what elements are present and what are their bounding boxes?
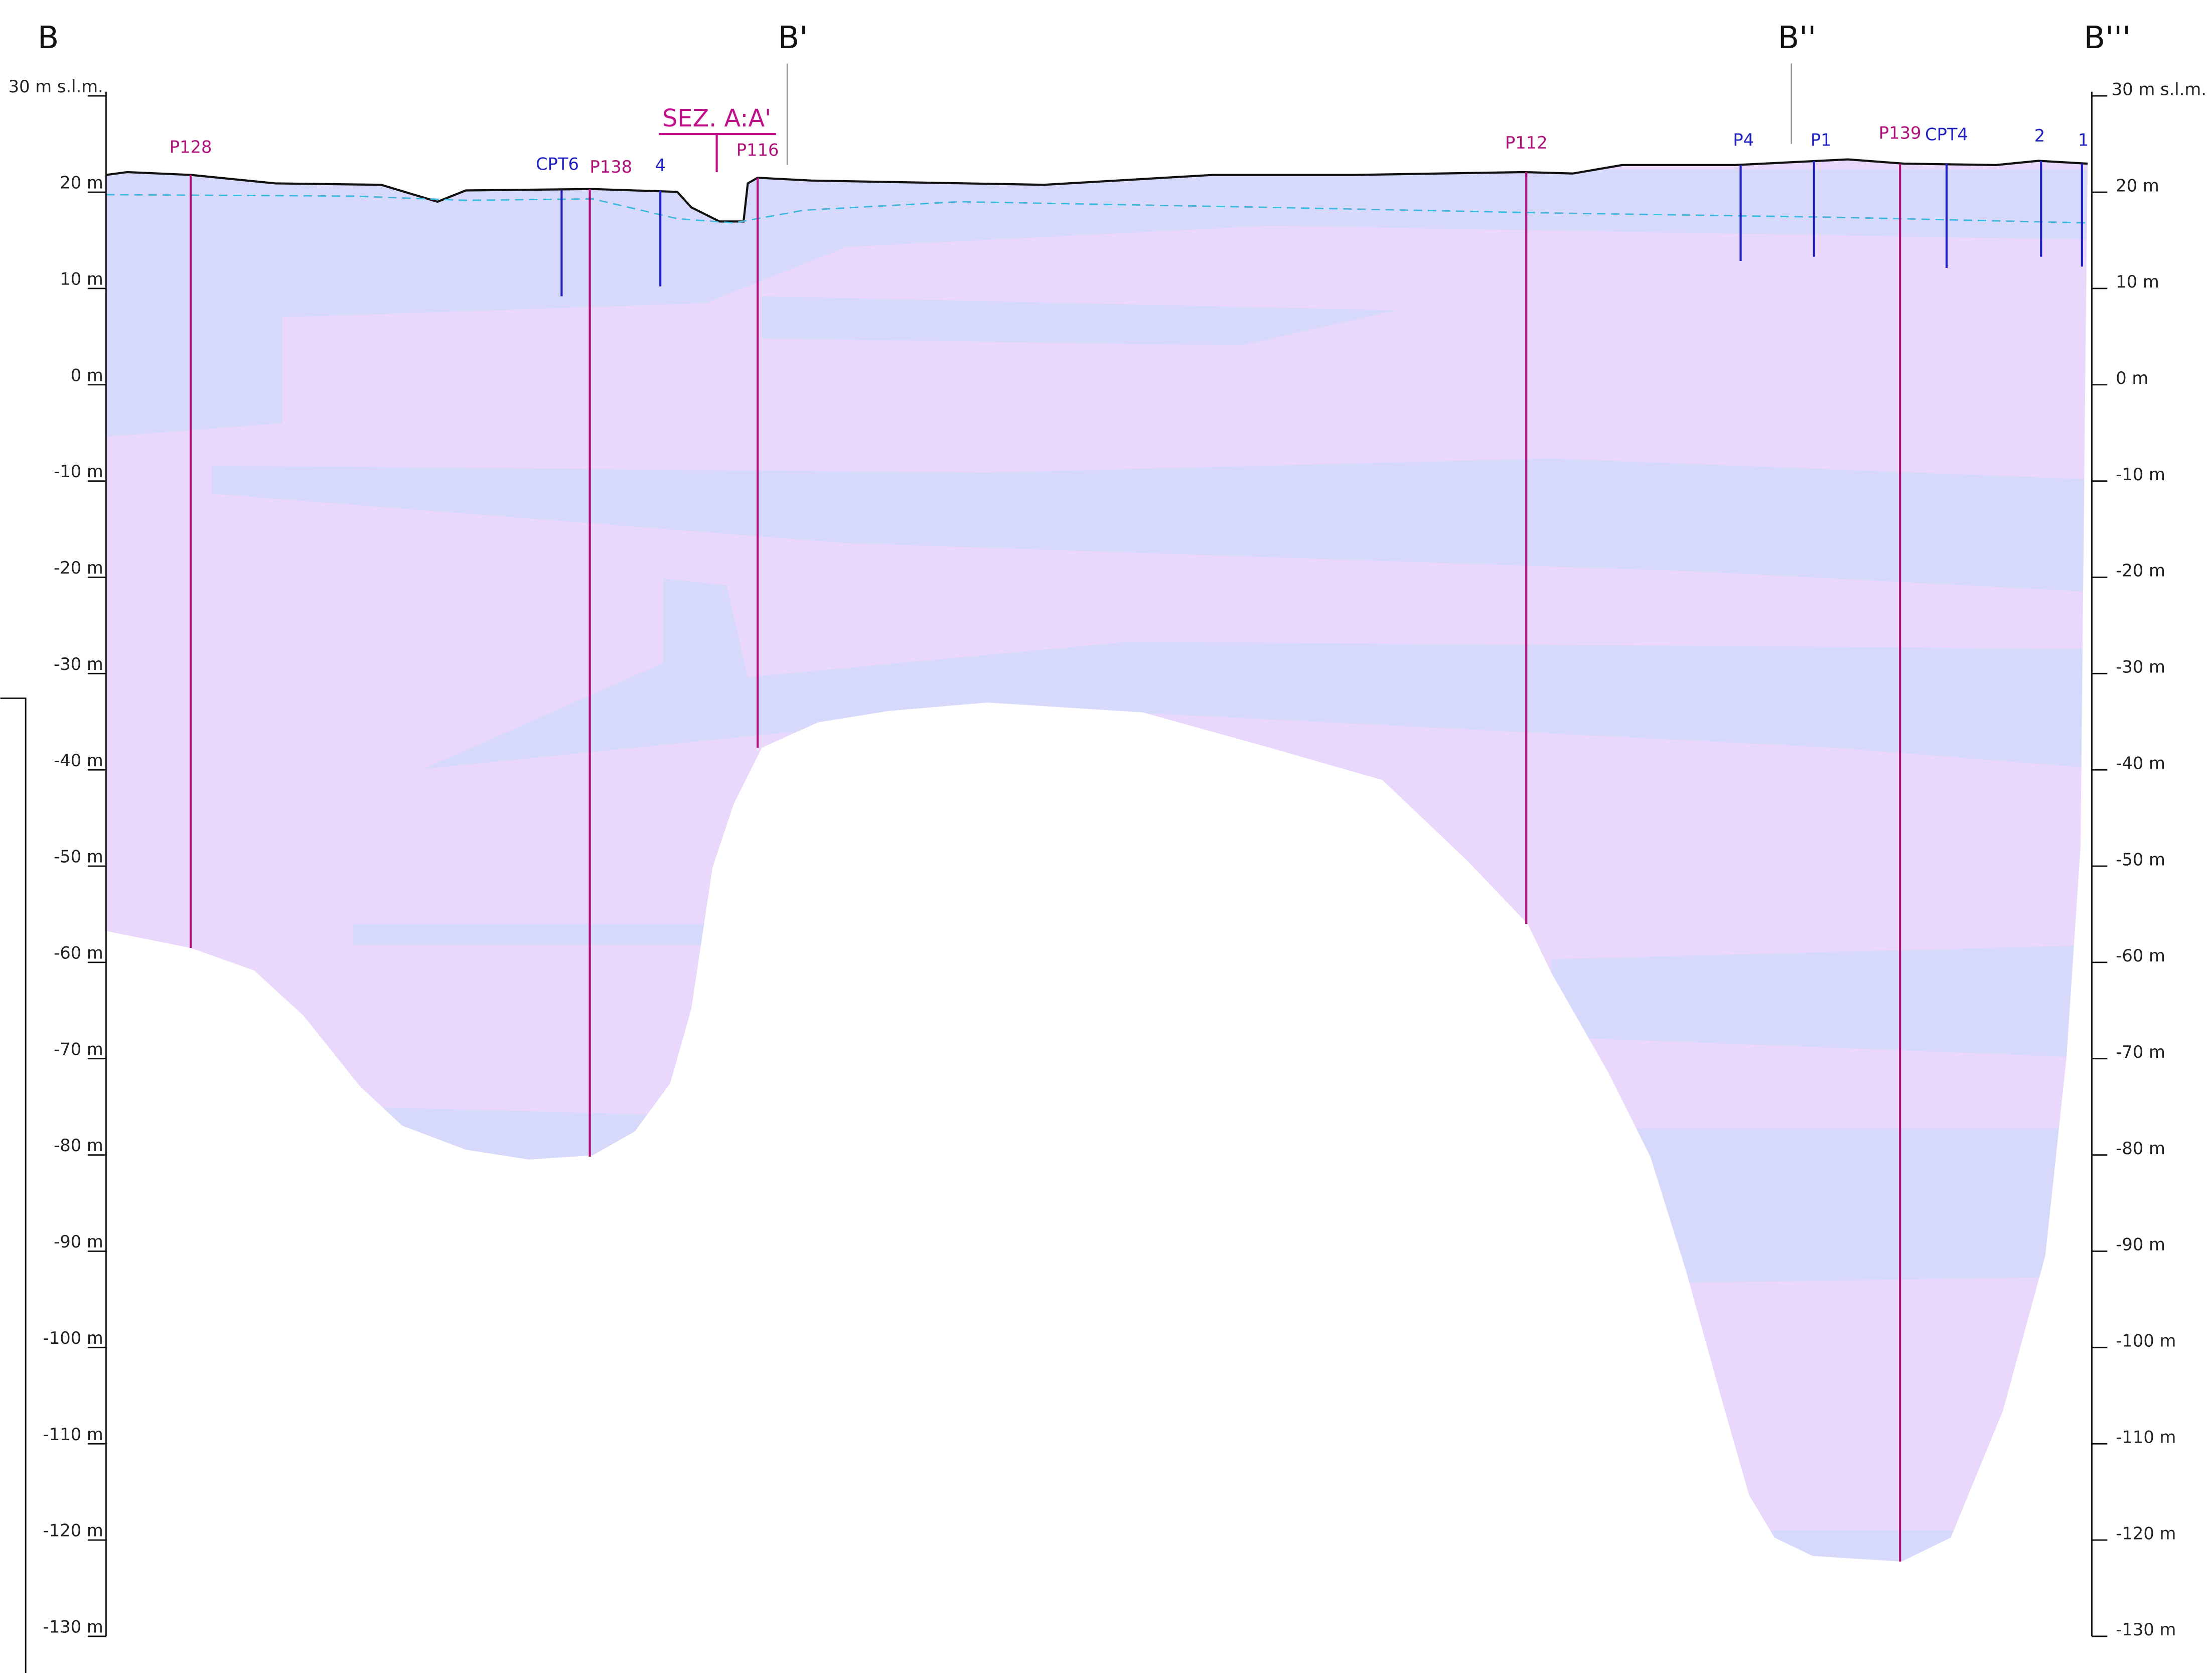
axis-label: -10 m [2116,465,2165,484]
borehole-label: P138 [589,157,632,177]
section-label: B''' [2084,20,2131,56]
axis-label: -50 m [54,847,103,867]
borehole-label: P112 [1505,133,1548,153]
sand-layer [212,458,2088,593]
axis-label: 20 m [60,173,103,193]
borehole-label: P128 [170,137,212,157]
borehole-label: P1 [1811,130,1832,150]
axis-label: -90 m [54,1232,103,1251]
axis-label: 10 m [60,269,103,289]
ground-surface [106,158,2088,223]
sand-layer [762,296,1397,346]
section-label: B [38,20,59,56]
axis-label: -60 m [2116,946,2165,965]
axis-label: -10 m [54,462,103,481]
sand-layer [381,1107,649,1171]
axis-label: -30 m [2116,657,2165,677]
borehole-label: 4 [655,156,665,175]
axis-label: 20 m [2116,176,2159,195]
axis-label: -110 m [43,1425,103,1444]
sand-layer [1622,1128,2088,1284]
borehole-label: P4 [1733,130,1754,150]
sand-layer [106,169,2088,438]
axis-label: -130 m [43,1617,103,1637]
section-label: B'' [1778,20,1816,56]
water-table [106,194,2088,224]
axis-label: -80 m [54,1136,103,1155]
axis-label: 30 m s.l.m. [2112,79,2206,99]
axis-label: 10 m [2116,272,2159,292]
sand-layer [1749,1530,1975,1562]
axis-label: 0 m [2116,368,2148,388]
borehole-label: CPT6 [536,154,579,174]
axis-label: -110 m [2116,1427,2176,1447]
axis-label: -50 m [2116,850,2165,869]
axis-label: -40 m [2116,753,2165,773]
borehole-label: 1 [2078,130,2089,150]
axis-label: -80 m [2116,1139,2165,1158]
axis-label: -20 m [54,558,103,578]
axis-label: -130 m [2116,1620,2176,1639]
axis-label: -70 m [2116,1042,2165,1062]
clay-layer [106,159,2088,1562]
borehole-label: P139 [1879,123,1922,143]
borehole-label: 2 [2034,126,2045,146]
axis-label: -20 m [2116,561,2165,581]
axis-label: -120 m [2116,1523,2176,1543]
axis-label: -40 m [54,751,103,770]
axis-label: -90 m [2116,1235,2165,1254]
annotation: SEZ. A:A' [662,105,771,132]
borehole-label: P116 [736,140,779,160]
sand-layer [1551,945,2088,1058]
section-label: B' [778,20,808,56]
axis-label: -100 m [43,1328,103,1348]
axis-label: 0 m [71,365,103,385]
sand-layer [353,924,706,945]
axis-label: -30 m [54,654,103,674]
axis-label: -70 m [54,1039,103,1059]
axis-label: -100 m [2116,1331,2176,1351]
axis-label: -60 m [54,943,103,963]
borehole-label: CPT4 [1925,124,1968,144]
axis-label: 30 m s.l.m. [9,77,103,96]
axis-label: -120 m [43,1521,103,1541]
frame [0,698,27,1673]
boreholes: P128 CPT6 P138 4 P116 P112 P4 P1 P139 CPT4 2 1 [170,123,2089,1562]
strata [106,159,2088,1562]
